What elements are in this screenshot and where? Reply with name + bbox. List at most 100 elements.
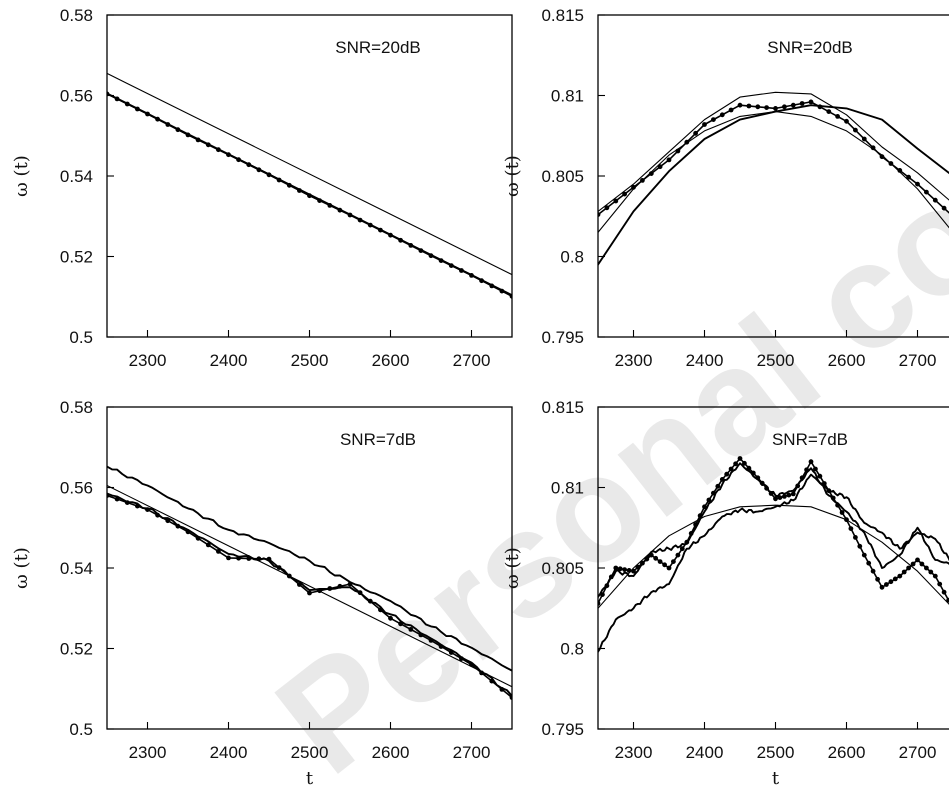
y-tick-label: 0.795 bbox=[541, 328, 584, 347]
series-marker bbox=[835, 502, 840, 508]
series-marker bbox=[790, 491, 796, 497]
series-marker bbox=[124, 101, 130, 107]
series-marker bbox=[640, 560, 645, 566]
series-marker bbox=[438, 258, 444, 263]
series-marker bbox=[226, 152, 231, 158]
series-marker bbox=[901, 569, 907, 575]
series-marker bbox=[155, 116, 161, 122]
series-marker bbox=[768, 491, 774, 496]
series-marker bbox=[932, 197, 938, 203]
series-marker bbox=[266, 556, 272, 562]
series-marker bbox=[479, 278, 484, 284]
y-tick-label: 0.815 bbox=[541, 398, 584, 417]
x-tick-label: 2700 bbox=[899, 743, 937, 762]
chart-panel-2: 0.795 0.8 0.805 0.81 0.815 2300 2400 2500 2600 27… bbox=[502, 6, 949, 370]
series-marker bbox=[657, 559, 663, 564]
series-marker bbox=[124, 500, 130, 505]
y-tick-label: 0.805 bbox=[541, 559, 584, 578]
series-marker bbox=[764, 105, 769, 110]
x-tick-label: 2500 bbox=[757, 351, 795, 370]
series-marker bbox=[489, 283, 495, 289]
series-marker bbox=[600, 592, 605, 597]
series-marker bbox=[459, 656, 464, 661]
series-marker bbox=[286, 182, 292, 188]
series-marker bbox=[598, 212, 601, 217]
series-marker bbox=[750, 470, 756, 476]
series-marker bbox=[499, 687, 505, 692]
series-marker bbox=[648, 552, 654, 558]
series-marker bbox=[622, 191, 627, 197]
series-marker bbox=[719, 477, 725, 482]
y-axis-label: ω (t) bbox=[11, 155, 32, 197]
series-marker bbox=[479, 670, 484, 676]
y-tick-label: 0.54 bbox=[60, 167, 93, 186]
series-marker bbox=[266, 172, 272, 178]
x-tick-label: 2600 bbox=[372, 351, 410, 370]
x-tick-label: 2500 bbox=[757, 743, 795, 762]
series-marker bbox=[924, 565, 929, 571]
series-marker bbox=[937, 581, 943, 587]
series-marker bbox=[808, 459, 814, 465]
series-marker bbox=[675, 148, 681, 154]
series-marker bbox=[866, 560, 872, 566]
series-marker bbox=[205, 542, 211, 548]
series-marker bbox=[286, 573, 292, 579]
series-marker bbox=[697, 513, 703, 519]
series-marker bbox=[737, 102, 743, 108]
series-marker bbox=[357, 217, 363, 223]
series-marker bbox=[631, 568, 636, 574]
series-marker bbox=[398, 237, 403, 243]
series-marker bbox=[256, 167, 262, 173]
series-marker bbox=[648, 171, 654, 177]
snr-annotation: SNR=7dB bbox=[772, 430, 848, 449]
series-marker bbox=[489, 678, 495, 684]
y-tick-label: 0.58 bbox=[60, 398, 93, 417]
series-marker bbox=[459, 268, 464, 273]
series-group bbox=[598, 456, 949, 653]
series-marker bbox=[155, 512, 161, 518]
series-marker bbox=[764, 485, 769, 491]
series-marker bbox=[906, 174, 911, 180]
series-marker bbox=[604, 583, 610, 589]
x-tick-label: 2600 bbox=[372, 743, 410, 762]
series-marker bbox=[114, 96, 120, 102]
series-marker bbox=[879, 154, 885, 160]
series-line-3 bbox=[598, 462, 949, 598]
series-marker bbox=[499, 288, 505, 294]
x-tick-label: 2600 bbox=[828, 743, 866, 762]
series-marker bbox=[941, 205, 947, 211]
series-line-3 bbox=[107, 492, 512, 697]
x-tick-label: 2700 bbox=[899, 351, 937, 370]
y-tick-label: 0.8 bbox=[560, 640, 584, 659]
y-tick-label: 0.58 bbox=[60, 6, 93, 25]
series-group bbox=[107, 72, 512, 299]
series-line-3 bbox=[598, 104, 949, 266]
series-marker bbox=[653, 555, 659, 561]
series-marker bbox=[755, 475, 761, 481]
series-marker bbox=[175, 127, 181, 133]
series-marker bbox=[337, 207, 343, 213]
series-marker bbox=[347, 212, 353, 218]
series-marker bbox=[839, 510, 845, 515]
series-marker bbox=[418, 632, 424, 638]
x-tick-label: 2300 bbox=[615, 743, 653, 762]
series-marker bbox=[428, 638, 434, 643]
series-marker bbox=[613, 565, 619, 571]
series-marker bbox=[879, 584, 885, 590]
series-group bbox=[598, 91, 949, 266]
series-marker bbox=[644, 556, 650, 562]
series-marker bbox=[817, 473, 823, 479]
series-marker bbox=[808, 99, 814, 105]
x-tick-label: 2400 bbox=[686, 743, 724, 762]
series-marker bbox=[297, 188, 302, 193]
series-marker bbox=[684, 539, 690, 545]
series-marker bbox=[728, 466, 734, 472]
series-group bbox=[107, 465, 512, 701]
series-marker bbox=[135, 503, 140, 509]
series-marker bbox=[598, 601, 601, 606]
x-tick-label: 2400 bbox=[686, 351, 724, 370]
series-marker bbox=[906, 565, 911, 571]
series-marker bbox=[297, 582, 302, 587]
y-tick-label: 0.81 bbox=[551, 87, 584, 106]
